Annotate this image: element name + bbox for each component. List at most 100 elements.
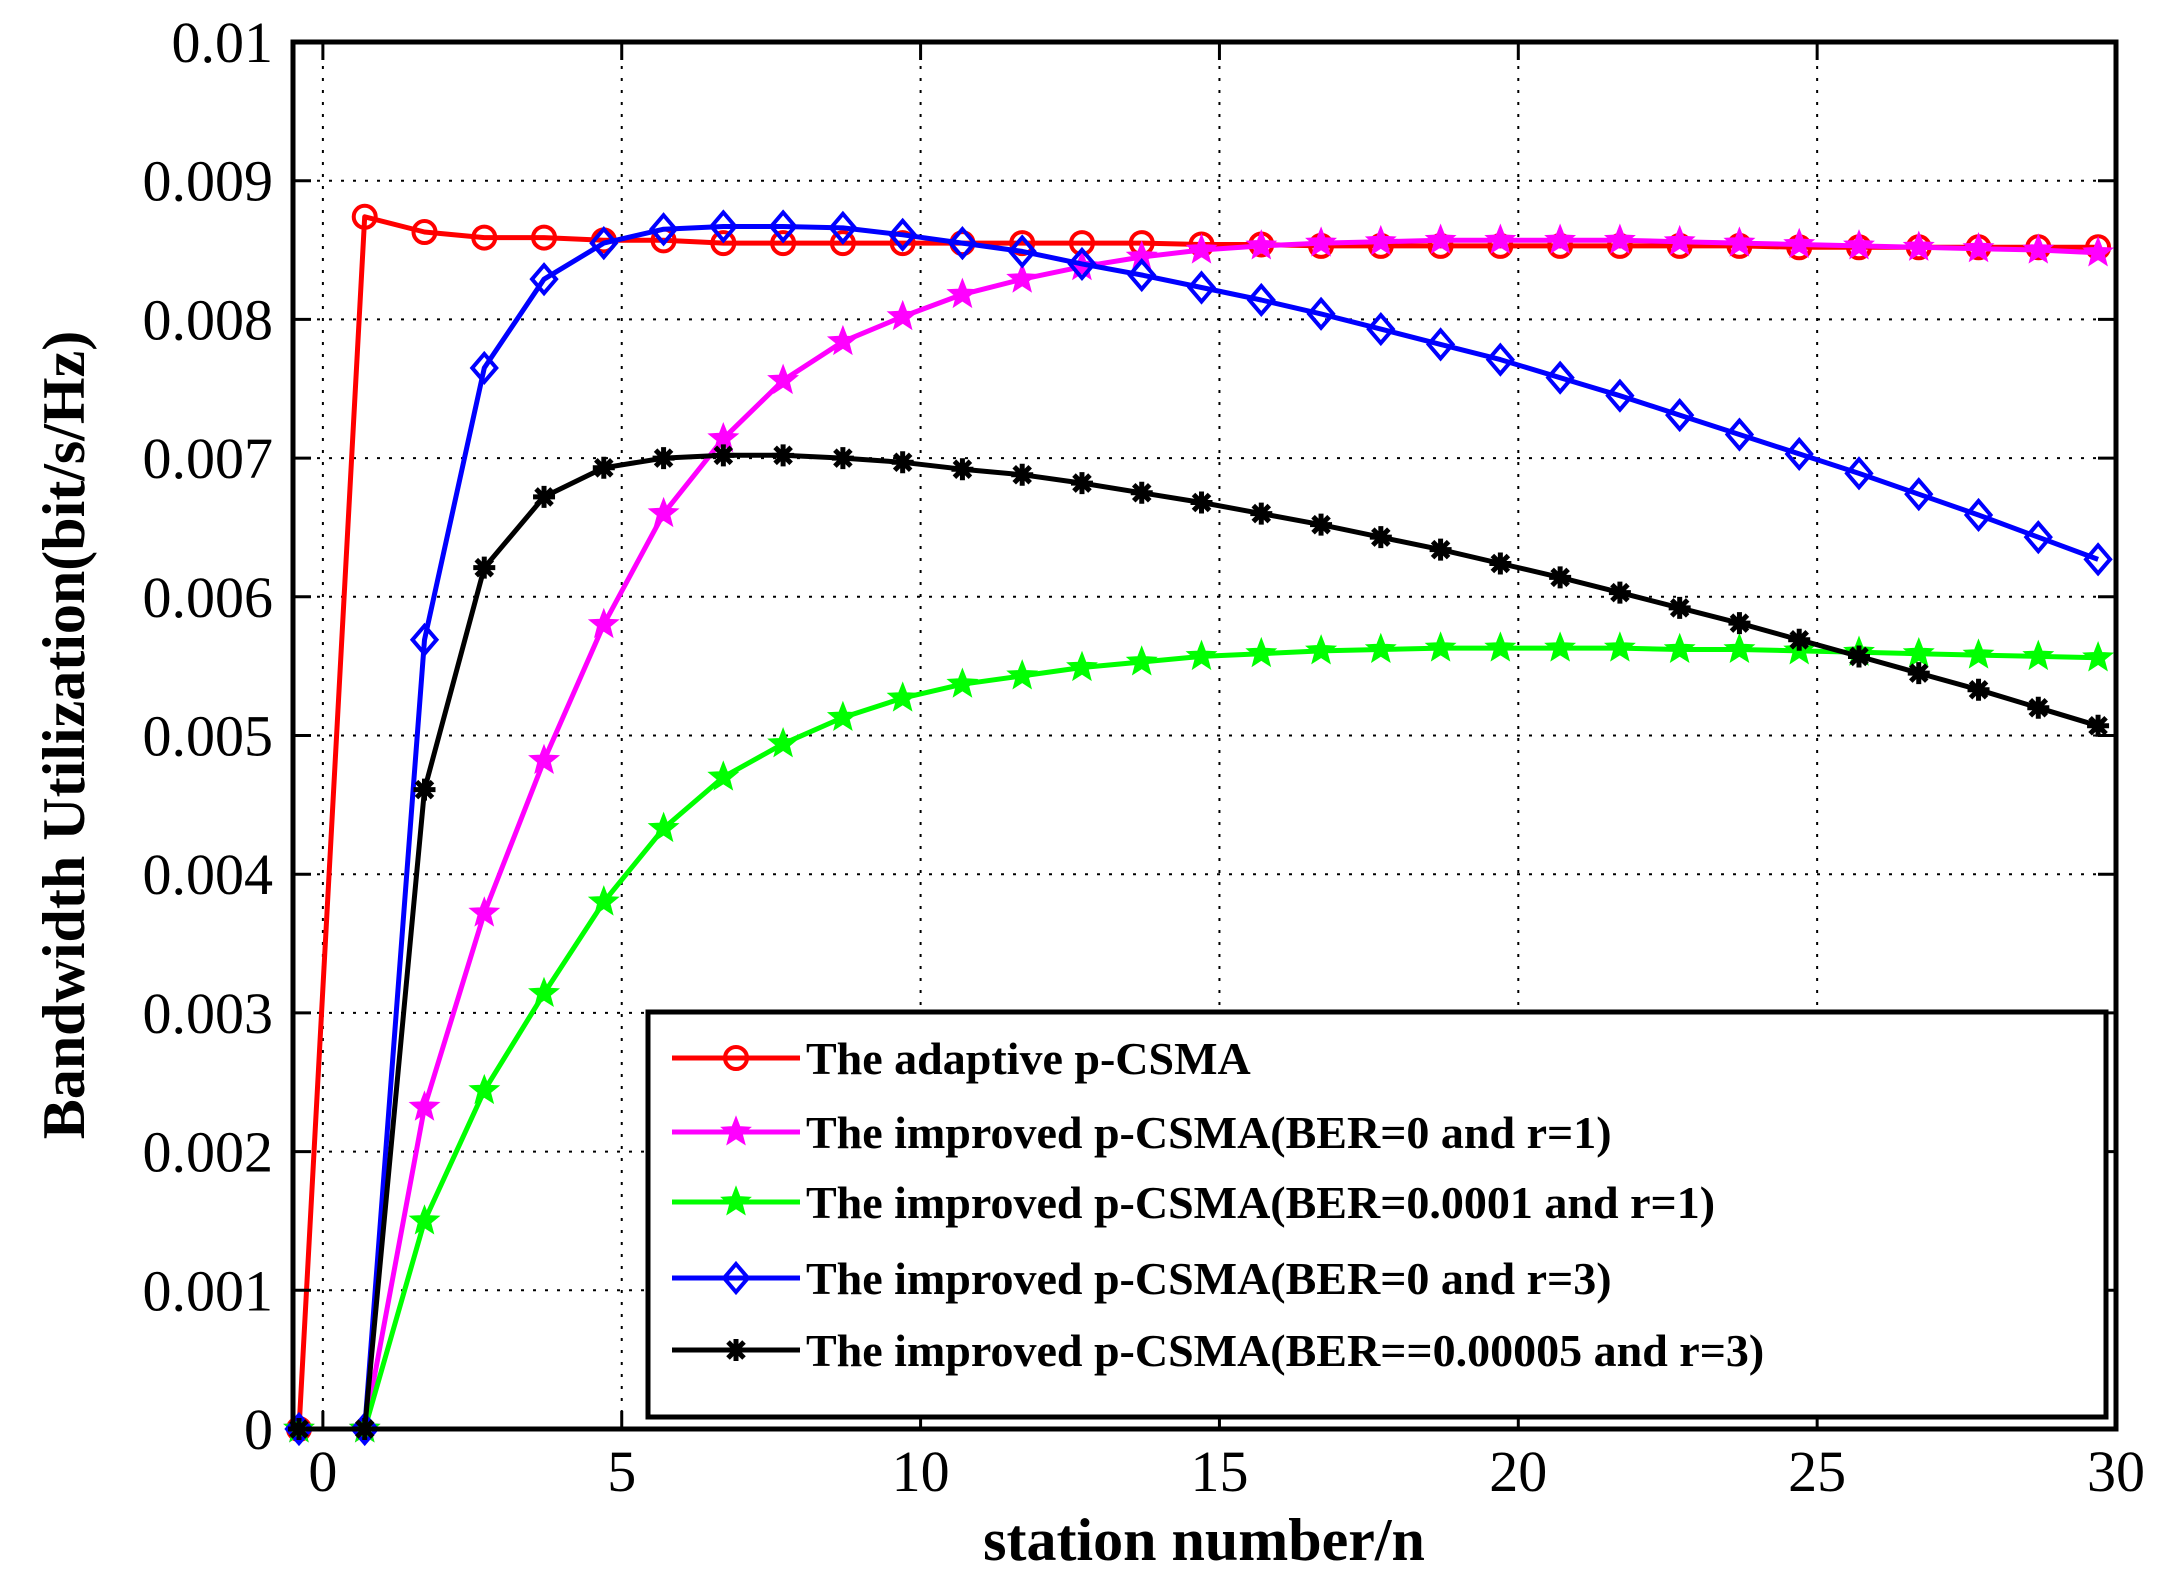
data-point-star [1603,631,1636,662]
data-point-diamond [589,226,619,261]
data-point-star [647,496,680,528]
data-point-diamond [529,262,559,297]
data-point-diamond [1366,312,1396,347]
data-point-star [1006,659,1039,690]
x-tick-label: 10 [892,1439,950,1504]
data-point-star [767,363,800,395]
data-point-circle [710,230,737,257]
data-point-circle [829,230,856,257]
legend-entry-2: The improved p-CSMA(BER=0 and r=1) [672,1107,1612,1158]
data-point-diamond [947,226,978,261]
data-point-star [1185,233,1218,264]
legend-label: The improved p-CSMA(BER=0 and r=1) [806,1107,1612,1158]
data-point-star [1663,224,1696,256]
data-point-plus [951,458,974,481]
data-point-star [1663,632,1696,664]
data-point-star [767,726,800,758]
data-point-star [1723,632,1756,664]
data-point-star [886,681,919,712]
data-point-plus [1250,502,1273,525]
x-axis-label: station number/n [983,1507,1425,1573]
data-point-star [1245,229,1278,260]
data-point-star [1843,229,1875,260]
data-point-plus [712,444,735,467]
data-point-plus [831,447,854,470]
data-point-plus [1967,678,1990,701]
data-point-plus [1668,596,1691,619]
y-tick-label: 0.006 [143,565,274,630]
data-point-star [1902,230,1935,261]
data-point-plus [1070,472,1093,495]
data-point-plus [1847,645,1870,668]
axis-ticks: 0 5 10 15 20 25 30 0 0.001 0.002 0.003 0.004 0.005 0.… [143,10,2146,1504]
data-point-circle [889,230,916,257]
data-point-star [1245,636,1278,668]
data-point-star [1305,226,1338,257]
data-point-plus [1608,581,1631,604]
data-point-diamond [2083,542,2113,577]
data-point-circle [1009,230,1036,257]
data-point-star [408,1204,441,1235]
data-point-star [1364,224,1397,256]
data-point-plus [1489,552,1512,575]
data-point-star [1305,634,1338,665]
data-point-circle [351,203,378,230]
data-point-diamond [1007,234,1037,269]
data-point-diamond [721,1260,751,1296]
y-tick-label: 0.01 [172,10,274,75]
data-point-star [587,607,620,639]
data-point-plus [1310,513,1333,536]
data-point-plus [1788,628,1811,651]
legend-label: The improved p-CSMA(BER==0.00005 and r=3… [806,1325,1764,1376]
data-point-star [1364,632,1397,664]
data-point-circle [723,1045,749,1071]
data-point-star [528,743,561,775]
data-point-plus [772,444,795,467]
y-tick-label: 0.003 [143,981,274,1046]
y-axis-label: Bandwidth Utilization(bit/s/Hz) [31,331,97,1139]
data-point-star [826,700,859,732]
x-tick-label: 30 [2087,1439,2145,1504]
y-tick-label: 0.007 [143,426,274,491]
data-point-diamond [768,209,798,244]
data-point-plus [725,1339,747,1361]
data-point-plus [1907,662,1930,685]
data-point-star [886,299,919,331]
data-point-plus [413,778,436,801]
data-point-diamond [1545,360,1575,395]
series-line [299,224,2099,1432]
data-point-diamond [1186,270,1217,305]
legend-entry-3: The improved p-CSMA(BER=0.0001 and r=1) [672,1177,1715,1228]
data-point-diamond [409,622,440,657]
data-point-star [1603,223,1636,254]
data-point-star [468,896,501,927]
data-point-plus [473,556,496,579]
data-point-star [720,1115,752,1146]
data-point-diamond [1844,456,1874,491]
data-point-plus [1728,612,1751,635]
y-tick-label: 0 [244,1397,273,1462]
legend-box [645,1009,2109,1420]
data-point-diamond [2023,520,2053,555]
legend-entry-4: The improved p-CSMA(BER=0 and r=3) [672,1253,1612,1304]
data-point-star [1125,645,1158,676]
data-point-diamond [1306,296,1336,331]
data-point-diamond [1425,327,1456,362]
data-point-diamond [888,217,918,252]
data-point-diamond [1904,477,1934,512]
data-point-star [720,1185,752,1216]
data-point-plus [533,485,556,508]
legend: The adaptive p-CSMA The improved p-CSMA(B… [645,1009,2109,1420]
x-tick-label: 20 [1489,1439,1547,1504]
data-point-star [826,324,859,356]
x-tick-label: 25 [1788,1439,1846,1504]
data-point-plus [1011,463,1034,486]
data-point-star [1962,638,1995,669]
data-point-diamond [1724,417,1755,452]
data-point-diamond [1067,246,1097,281]
data-point-star [1066,650,1098,682]
data-point-star [1723,226,1756,257]
data-point-star [1544,223,1577,254]
data-point-plus [652,447,675,470]
